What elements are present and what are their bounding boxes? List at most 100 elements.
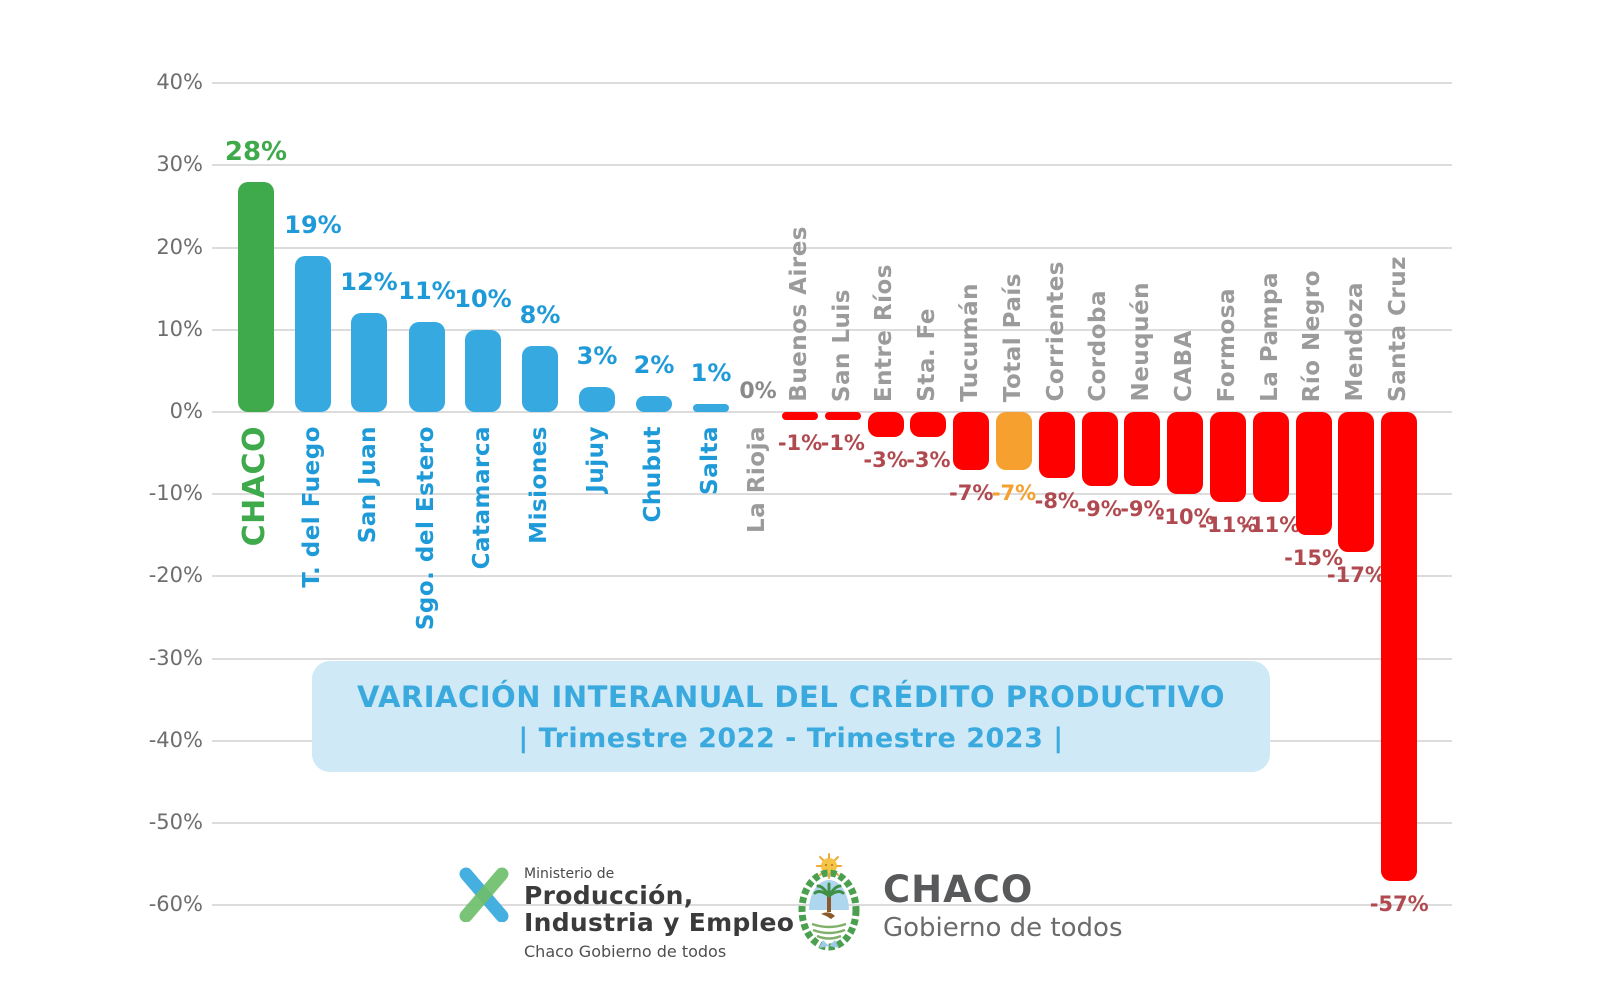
- gridline: [212, 82, 1452, 85]
- bar-category-label: T. del Fuego: [298, 426, 325, 588]
- y-axis-tick-label: 10%: [156, 316, 203, 341]
- y-axis-tick-label: -30%: [148, 645, 203, 670]
- bar-category-label: Santa Cruz: [1384, 256, 1411, 402]
- bar-value-label: -11%: [1198, 513, 1258, 538]
- ministry-name-line2: Industria y Empleo: [524, 908, 795, 937]
- bar-value-label: -11%: [1241, 513, 1301, 538]
- y-axis-tick-label: -50%: [148, 810, 203, 834]
- bar: [1124, 412, 1161, 486]
- gridline: [212, 246, 1452, 249]
- bar-category-label: Neuquén: [1128, 282, 1155, 402]
- bar-category-label: Total País: [999, 272, 1026, 402]
- gridline: [212, 493, 1452, 496]
- bar: [953, 412, 990, 470]
- bar-category-label: Jujuy: [582, 426, 609, 493]
- bar: [522, 346, 558, 412]
- y-axis-tick-label: -40%: [148, 727, 203, 752]
- bar-value-label: 10%: [454, 284, 512, 313]
- y-axis-tick-label: 20%: [156, 234, 203, 259]
- bar-category-label: CABA: [1170, 329, 1197, 402]
- bar-value-label: -10%: [1155, 505, 1215, 530]
- bar: [996, 412, 1032, 470]
- ministry-name-line1: Producción,: [524, 881, 694, 910]
- bar: [1252, 412, 1289, 503]
- bar-value-label: 2%: [633, 350, 675, 379]
- bar-value-label: 28%: [224, 136, 288, 167]
- bar-category-label: Río Negro: [1299, 269, 1326, 402]
- ministry-logo-block: Ministerio de Producción, Industria y Em…: [458, 866, 794, 961]
- gridline: [212, 328, 1452, 331]
- bar-category-label: Entre Ríos: [871, 263, 898, 402]
- bar-value-label: -1%: [777, 431, 823, 456]
- bar-value-label: -57%: [1369, 891, 1429, 916]
- chaco-coat-of-arms-icon: [798, 853, 860, 951]
- gridline: [212, 164, 1452, 167]
- bar-category-label: Corrientes: [1042, 261, 1069, 402]
- chart-title-box: VARIACIÓN INTERANUAL DEL CRÉDITO PRODUCT…: [312, 661, 1270, 772]
- bar: [1381, 412, 1418, 881]
- bar-value-label: -3%: [906, 447, 951, 472]
- bar-category-label: La Pampa: [1256, 272, 1283, 402]
- bar: [693, 403, 729, 412]
- bar-category-label: San Juan: [354, 426, 381, 544]
- bar-value-label: 1%: [690, 358, 732, 387]
- bar: [1038, 412, 1075, 478]
- gridline: [212, 575, 1452, 578]
- y-axis-tick-label: -20%: [148, 563, 203, 588]
- bar-category-label: Chubut: [639, 426, 666, 523]
- bar-value-label: -1%: [820, 431, 865, 456]
- bar-category-label: Mendoza: [1342, 282, 1369, 402]
- bar-value-label: 11%: [398, 276, 456, 305]
- bar-category-label: Tucumán: [956, 283, 983, 402]
- bar: [1295, 412, 1332, 536]
- y-axis-tick-label: -10%: [148, 481, 203, 506]
- bar-value-label: -3%: [863, 447, 908, 472]
- bar-category-label: Buenos Aires: [785, 226, 812, 402]
- ministry-text-block: Ministerio de Producción, Industria y Em…: [524, 866, 794, 961]
- bar: [465, 329, 501, 412]
- bar-value-label: 0%: [739, 379, 777, 404]
- gridline: [212, 657, 1452, 660]
- bar-category-label: Misiones: [525, 426, 552, 544]
- bar-category-label: Sgo. del Estero: [412, 426, 439, 631]
- bar-category-label: Formosa: [1213, 287, 1240, 402]
- bar: [636, 395, 672, 412]
- bar-category-label: San Luis: [828, 288, 855, 402]
- chart-title-line1: VARIACIÓN INTERANUAL DEL CRÉDITO PRODUCT…: [356, 679, 1226, 714]
- y-axis-tick-label: 40%: [156, 70, 203, 95]
- government-name-label: CHACO: [883, 867, 1034, 911]
- bar-value-label: -9%: [1120, 496, 1165, 521]
- bar-value-label: -7%: [991, 480, 1037, 505]
- bar: [910, 412, 947, 437]
- bar-value-label: 12%: [340, 268, 398, 297]
- bar: [238, 181, 274, 412]
- government-text-block: CHACO Gobierno de todos: [883, 868, 1122, 943]
- bar: [351, 313, 387, 412]
- ministry-pre-label: Ministerio de: [524, 866, 615, 882]
- bar: [579, 387, 615, 412]
- bar: [867, 412, 904, 437]
- bar-category-label: CHACO: [237, 426, 273, 547]
- bar-category-label: Sta. Fe: [914, 308, 941, 402]
- y-axis-tick-label: 0%: [169, 399, 203, 423]
- bar-value-label: -15%: [1284, 546, 1344, 571]
- bar-value-label: -9%: [1077, 496, 1122, 521]
- bar: [1167, 412, 1204, 495]
- bar-value-label: 3%: [576, 342, 618, 371]
- bar-category-label: Cordoba: [1085, 290, 1112, 402]
- bar-value-label: -17%: [1326, 562, 1386, 587]
- bar-category-label: Salta: [696, 426, 723, 495]
- ministry-x-logo-icon: [459, 867, 509, 922]
- bar: [1210, 412, 1246, 503]
- chart-title-line2: | Trimestre 2022 - Trimestre 2023 |: [518, 722, 1064, 754]
- bar: [782, 412, 818, 421]
- bar-value-label: -7%: [949, 480, 994, 505]
- bar-value-label: -8%: [1034, 488, 1079, 513]
- bar: [1081, 412, 1118, 486]
- government-sub-label: Gobierno de todos: [883, 912, 1123, 943]
- bar-value-label: 19%: [284, 210, 342, 239]
- bar: [409, 321, 445, 412]
- bar-value-label: 8%: [519, 301, 561, 330]
- bar-category-label: Catamarca: [468, 426, 495, 570]
